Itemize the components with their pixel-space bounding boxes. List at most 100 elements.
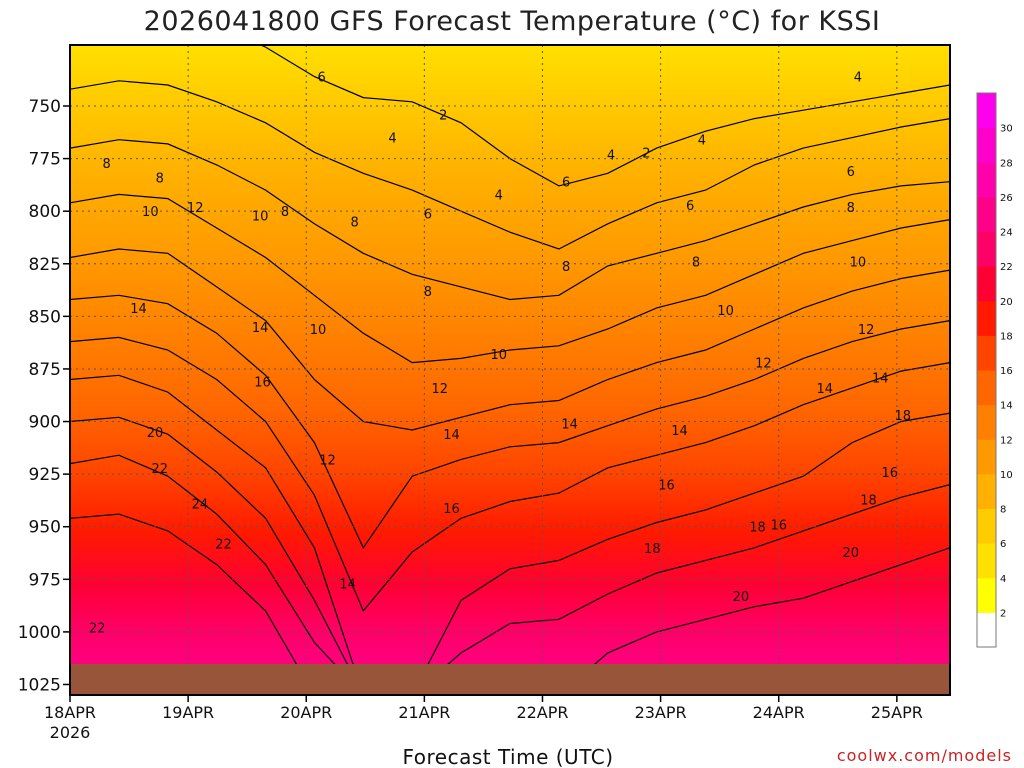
colorbar-tick-label: 12 bbox=[1000, 435, 1013, 446]
isotherm-16 bbox=[70, 336, 950, 613]
y-tick-label: 900 bbox=[29, 413, 61, 433]
colorbar-tick-label: 24 bbox=[1000, 228, 1013, 239]
isotherm-label: 6 bbox=[686, 199, 694, 214]
isotherm-label: 10 bbox=[717, 304, 734, 319]
colorbar-tick-label: 10 bbox=[1000, 470, 1013, 481]
isotherm-label: 10 bbox=[491, 348, 508, 363]
isotherm-label: 8 bbox=[847, 201, 855, 216]
y-tick-label: 950 bbox=[29, 518, 61, 538]
colorbar-swatch bbox=[977, 439, 996, 475]
isotherm-label: 8 bbox=[562, 260, 570, 275]
isotherm-label: 20 bbox=[733, 590, 750, 605]
colorbar-tick-label: 16 bbox=[1000, 366, 1013, 377]
x-tick-label: 24APR bbox=[753, 703, 805, 722]
y-tick-label: 1025 bbox=[18, 675, 61, 695]
x-tick-label: 21APR bbox=[398, 703, 450, 722]
isotherm-label: 24 bbox=[192, 498, 209, 513]
isotherm-10 bbox=[70, 193, 950, 364]
colorbar-swatch bbox=[977, 543, 996, 579]
y-tick-label: 800 bbox=[29, 202, 61, 222]
colorbar-tick-label: 30 bbox=[1000, 124, 1013, 135]
isotherm-label: 16 bbox=[658, 479, 675, 494]
colorbar-swatch bbox=[977, 370, 996, 406]
isotherm-label: 18 bbox=[644, 542, 661, 557]
x-axis-label: Forecast Time (UTC) bbox=[402, 745, 613, 768]
isotherm-18 bbox=[70, 374, 950, 695]
colorbar-tick-label: 8 bbox=[1000, 505, 1006, 516]
isotherm-label: 12 bbox=[858, 323, 875, 338]
plot-background bbox=[70, 45, 950, 695]
isotherm-label: 20 bbox=[147, 426, 164, 441]
y-tick-label: 875 bbox=[29, 360, 61, 380]
isotherm-label: 4 bbox=[495, 188, 503, 203]
isotherm-label: 4 bbox=[388, 132, 396, 147]
colorbar-tick-label: 4 bbox=[1000, 574, 1006, 585]
isotherm-label: 14 bbox=[339, 578, 356, 593]
x-tick-label: 20APR bbox=[280, 703, 332, 722]
colorbar-swatch bbox=[977, 473, 996, 509]
isotherm-label: 8 bbox=[156, 172, 164, 187]
isotherm-label: 8 bbox=[351, 216, 359, 231]
colorbar-frame bbox=[976, 92, 997, 648]
isotherm-label: 14 bbox=[443, 428, 460, 443]
isotherm-label: 22 bbox=[89, 622, 106, 637]
colorbar-tick-label: 20 bbox=[1000, 297, 1013, 308]
isotherm-label: 16 bbox=[770, 519, 787, 534]
colorbar-swatch bbox=[977, 404, 996, 440]
isotherm-label: 18 bbox=[860, 493, 877, 508]
x-axis-year: 2026 bbox=[50, 723, 91, 742]
colorbar-swatch bbox=[977, 300, 996, 336]
isotherm-20 bbox=[70, 416, 950, 695]
isotherm-8 bbox=[70, 139, 950, 301]
isotherm-label: 20 bbox=[843, 546, 860, 561]
isotherm-label: 18 bbox=[749, 521, 766, 536]
isotherm-label: 12 bbox=[187, 201, 204, 216]
isotherm-label: 16 bbox=[443, 502, 460, 517]
colorbar-swatch bbox=[977, 196, 996, 232]
isotherm-4 bbox=[259, 45, 950, 187]
isotherm-label: 14 bbox=[872, 371, 889, 386]
colorbar-tick-label: 18 bbox=[1000, 331, 1013, 342]
colorbar-tick-label: 14 bbox=[1000, 401, 1013, 412]
isotherm-label: 2 bbox=[642, 146, 650, 161]
y-tick-label: 750 bbox=[29, 97, 61, 117]
isotherm-label: 12 bbox=[319, 453, 336, 468]
y-tick-label: 825 bbox=[29, 255, 61, 275]
ground-surface bbox=[70, 664, 950, 695]
isotherm-label: 4 bbox=[854, 71, 862, 86]
isotherm-label: 22 bbox=[215, 538, 232, 553]
isotherm-label: 8 bbox=[102, 157, 110, 172]
isotherm-label: 16 bbox=[881, 466, 898, 481]
isotherm-label: 10 bbox=[310, 323, 327, 338]
isotherm-label: 4 bbox=[698, 134, 706, 149]
y-tick-label: 850 bbox=[29, 307, 61, 327]
isotherm-label: 8 bbox=[692, 256, 700, 271]
colorbar-tick-label: 26 bbox=[1000, 193, 1013, 204]
isotherm-label: 14 bbox=[671, 424, 688, 439]
isotherm-label: 10 bbox=[252, 209, 269, 224]
x-axis: 18APR 19APR 20APR 21APR 22APR 23APR 24APR 25APR bbox=[44, 695, 923, 722]
x-tick-label: 19APR bbox=[162, 703, 214, 722]
colorbar-swatch bbox=[977, 162, 996, 198]
colorbar-tick-label: 6 bbox=[1000, 539, 1006, 550]
colorbar-swatch bbox=[977, 93, 996, 129]
isotherm-label: 16 bbox=[254, 376, 271, 391]
isotherm-12 bbox=[70, 248, 950, 431]
colorbar-tick-label: 2 bbox=[1000, 608, 1006, 619]
plot-frame bbox=[69, 44, 951, 696]
colorbar-swatch bbox=[977, 266, 996, 302]
credit-text: coolwx.com/models bbox=[837, 746, 1012, 765]
colorbar-tick-label: 22 bbox=[1000, 262, 1013, 273]
isotherm-label: 4 bbox=[607, 148, 615, 163]
x-tick-label: 25APR bbox=[871, 703, 923, 722]
colorbar-swatch bbox=[977, 127, 996, 163]
y-axis: 750 775 800 825 850 875 900 925 950 975 1000 1025 bbox=[18, 97, 70, 695]
isotherm-6 bbox=[70, 80, 950, 250]
isotherm-label: 6 bbox=[562, 176, 570, 191]
x-tick-label: 18APR bbox=[44, 703, 96, 722]
isotherm-label: 12 bbox=[431, 382, 448, 397]
isotherm-label: 10 bbox=[850, 256, 867, 271]
colorbar-swatch bbox=[977, 231, 996, 267]
